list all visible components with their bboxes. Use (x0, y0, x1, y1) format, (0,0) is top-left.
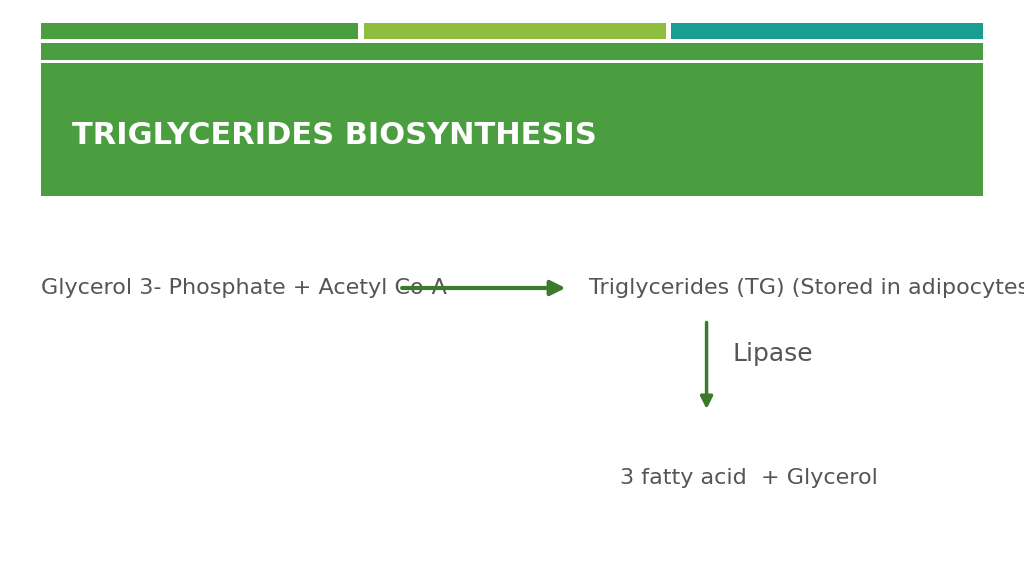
Text: 3 fatty acid  + Glycerol: 3 fatty acid + Glycerol (620, 468, 878, 488)
Bar (41, 23, 358, 39)
Bar (671, 23, 983, 39)
Bar (41, 63, 983, 196)
Text: TRIGLYCERIDES BIOSYNTHESIS: TRIGLYCERIDES BIOSYNTHESIS (72, 121, 596, 150)
Bar (364, 23, 666, 39)
Text: Lipase: Lipase (732, 342, 813, 366)
Bar (41, 43, 983, 60)
Text: Triglycerides (TG) (Stored in adipocytes): Triglycerides (TG) (Stored in adipocytes… (589, 278, 1024, 298)
Text: Glycerol 3- Phosphate + Acetyl Co-A: Glycerol 3- Phosphate + Acetyl Co-A (41, 278, 446, 298)
